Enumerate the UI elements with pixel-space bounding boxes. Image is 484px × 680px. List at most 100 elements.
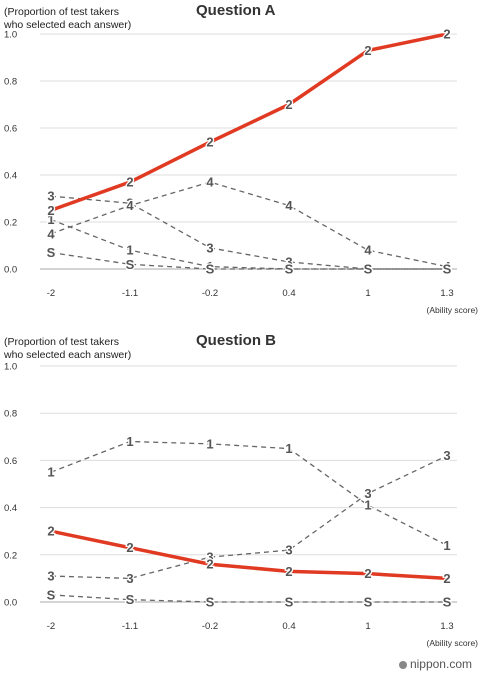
point-label-3: 3	[443, 448, 450, 463]
point-label-3: 3	[126, 571, 133, 586]
point-label-4: 4	[126, 198, 134, 213]
x-tick-label: 1	[365, 288, 370, 299]
series-line-3	[50, 195, 447, 270]
point-label-1: 1	[47, 465, 54, 480]
point-label-S: S	[285, 595, 294, 610]
point-label-2: 2	[443, 571, 450, 586]
point-label-3: 3	[364, 262, 371, 277]
point-label-S: S	[206, 262, 215, 277]
x-tick-label: -1.1	[122, 621, 138, 632]
point-label-1: 1	[206, 436, 213, 451]
point-label-2: 2	[285, 97, 292, 112]
series-line-S	[50, 594, 447, 603]
point-label-4: 4	[47, 226, 55, 241]
point-label-S: S	[47, 245, 56, 260]
ylabel-line: who selected each answer)	[4, 349, 132, 361]
point-label-2: 2	[443, 27, 450, 42]
point-label-S: S	[364, 595, 373, 610]
point-label-3: 3	[47, 569, 54, 584]
point-label-S: S	[47, 587, 56, 602]
y-tick-label: 0.8	[4, 77, 17, 88]
point-label-2: 2	[206, 135, 213, 150]
x-tick-label: 1	[365, 621, 370, 632]
point-label-S: S	[126, 257, 135, 272]
y-tick-label: 0.2	[4, 218, 17, 229]
chart-title-a: Question A	[196, 2, 276, 19]
y-tick-label: 0.6	[4, 456, 17, 467]
y-tick-label: 1.0	[4, 30, 17, 41]
ylabel-line: who selected each answer)	[4, 19, 132, 31]
logo-dot-icon	[398, 660, 407, 669]
chart-title-b: Question B	[196, 332, 277, 349]
y-tick-label: 0.0	[4, 598, 17, 609]
series-line-1	[50, 219, 447, 270]
y-tick-label: 0.2	[4, 550, 17, 561]
x-tick-label: -1.1	[122, 288, 138, 299]
series-line-3	[50, 455, 448, 580]
point-label-1: 1	[126, 434, 133, 449]
point-label-1: 1	[285, 441, 292, 456]
point-label-3: 3	[206, 240, 213, 255]
point-label-2: 2	[126, 540, 133, 555]
y-tick-label: 0.8	[4, 409, 17, 420]
point-label-3: 3	[126, 196, 133, 211]
point-label-1: 1	[47, 212, 54, 227]
point-label-S: S	[443, 595, 452, 610]
point-label-2: 2	[47, 524, 54, 539]
series-line-S	[50, 251, 447, 270]
point-label-1: 1	[443, 262, 450, 277]
point-label-2: 2	[364, 43, 371, 58]
brand-name: nippon	[409, 657, 446, 671]
ylabel-line: (Proportion of test takers	[4, 336, 119, 348]
point-label-4: 4	[364, 243, 372, 258]
x-axis-label: (Ability score)	[427, 638, 479, 648]
point-label-1: 1	[206, 259, 213, 274]
point-label-S: S	[126, 592, 135, 607]
x-tick-label: 0.4	[282, 621, 295, 632]
point-label-1: 1	[285, 262, 292, 277]
series-line-1	[50, 440, 448, 546]
point-label-2: 2	[206, 557, 213, 572]
point-label-4: 4	[285, 198, 293, 213]
y-tick-label: 0.0	[4, 265, 17, 276]
point-label-3: 3	[285, 254, 292, 269]
x-tick-label: -2	[47, 621, 55, 632]
point-label-3: 3	[206, 550, 213, 565]
point-label-1: 1	[443, 538, 450, 553]
ylabel-note-a: (Proportion of test takers who selected …	[4, 6, 131, 32]
point-label-3: 3	[285, 543, 292, 558]
point-label-S: S	[285, 262, 294, 277]
y-tick-label: 0.6	[4, 124, 17, 135]
x-tick-label: 1.3	[440, 288, 453, 299]
point-label-S: S	[443, 262, 452, 277]
ylabel-line: (Proportion of test takers	[4, 6, 119, 18]
point-label-1: 1	[364, 498, 371, 513]
footer-logo: nippon.com	[398, 657, 472, 671]
point-label-1: 1	[364, 262, 371, 277]
point-label-4: 4	[206, 175, 214, 190]
point-label-3: 3	[47, 189, 54, 204]
x-tick-label: 1.3	[440, 621, 453, 632]
point-label-S: S	[206, 595, 215, 610]
x-tick-label: 0.4	[282, 288, 295, 299]
x-axis-label: (Ability score)	[427, 305, 479, 315]
point-label-1: 1	[126, 243, 133, 258]
ylabel-note-b: (Proportion of test takers who selected …	[4, 336, 131, 362]
x-tick-label: -0.2	[202, 288, 218, 299]
brand-suffix: .com	[445, 657, 472, 671]
point-label-4: 4	[443, 259, 451, 274]
y-tick-label: 0.4	[4, 503, 17, 514]
series-line-4	[50, 181, 448, 268]
x-tick-label: -0.2	[202, 621, 218, 632]
point-label-3: 3	[443, 262, 450, 277]
point-label-3: 3	[364, 486, 371, 501]
y-tick-label: 1.0	[4, 362, 17, 373]
point-label-2: 2	[285, 564, 292, 579]
series-line-2	[49, 32, 449, 212]
x-tick-label: -2	[47, 288, 55, 299]
point-label-S: S	[364, 262, 373, 277]
point-label-2: 2	[364, 566, 371, 581]
series-line-2	[49, 529, 449, 581]
point-label-2: 2	[47, 203, 54, 218]
